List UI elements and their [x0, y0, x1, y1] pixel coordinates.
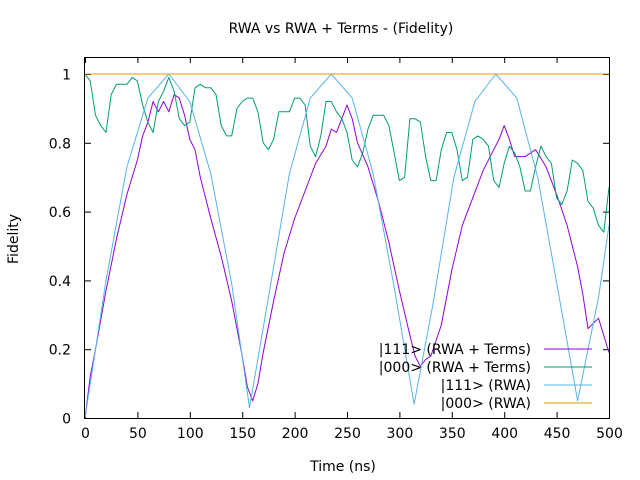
y-tick-label: 0.8 [49, 136, 71, 152]
x-tick-label: 350 [439, 426, 466, 442]
x-tick-label: 0 [81, 426, 90, 442]
x-tick-label: 150 [229, 426, 256, 442]
legend-label: |000> (RWA + Terms) [379, 360, 531, 376]
y-tick-label: 0.2 [49, 343, 71, 359]
series-line-0 [84, 94, 610, 419]
y-tick-label: 1 [62, 68, 71, 84]
x-tick-label: 450 [544, 426, 571, 442]
x-tick-label: 200 [282, 426, 309, 442]
y-axis-label: Fidelity [6, 214, 22, 264]
x-tick-label: 50 [129, 426, 147, 442]
series-line-1 [84, 73, 610, 233]
x-tick-label: 400 [491, 426, 518, 442]
legend: |111> (RWA + Terms) |000> (RWA + Terms) |1… [379, 342, 592, 412]
plot-frame [84, 57, 610, 419]
series-line-2 [84, 73, 610, 419]
x-tick-label: 500 [596, 426, 623, 442]
legend-label: |000> (RWA) [441, 396, 531, 412]
x-tick-label: 300 [387, 426, 414, 442]
y-tick-label: 0.6 [49, 205, 71, 221]
legend-label: |111> (RWA + Terms) [379, 342, 531, 358]
x-tick-label: 250 [334, 426, 361, 442]
y-axis-ticks: 0 0.2 0.4 0.6 0.8 1 [49, 68, 609, 428]
y-tick-label: 0 [62, 412, 71, 428]
x-axis-ticks: 0 50 100 150 200 250 300 350 400 450 500 [81, 57, 623, 442]
legend-label: |111> (RWA) [441, 378, 531, 394]
x-axis-label: Time (ns) [309, 459, 376, 475]
x-tick-label: 100 [177, 426, 204, 442]
chart-title: RWA vs RWA + Terms - (Fidelity) [229, 21, 454, 37]
plot-lines [84, 73, 610, 419]
y-tick-label: 0.4 [49, 274, 71, 290]
